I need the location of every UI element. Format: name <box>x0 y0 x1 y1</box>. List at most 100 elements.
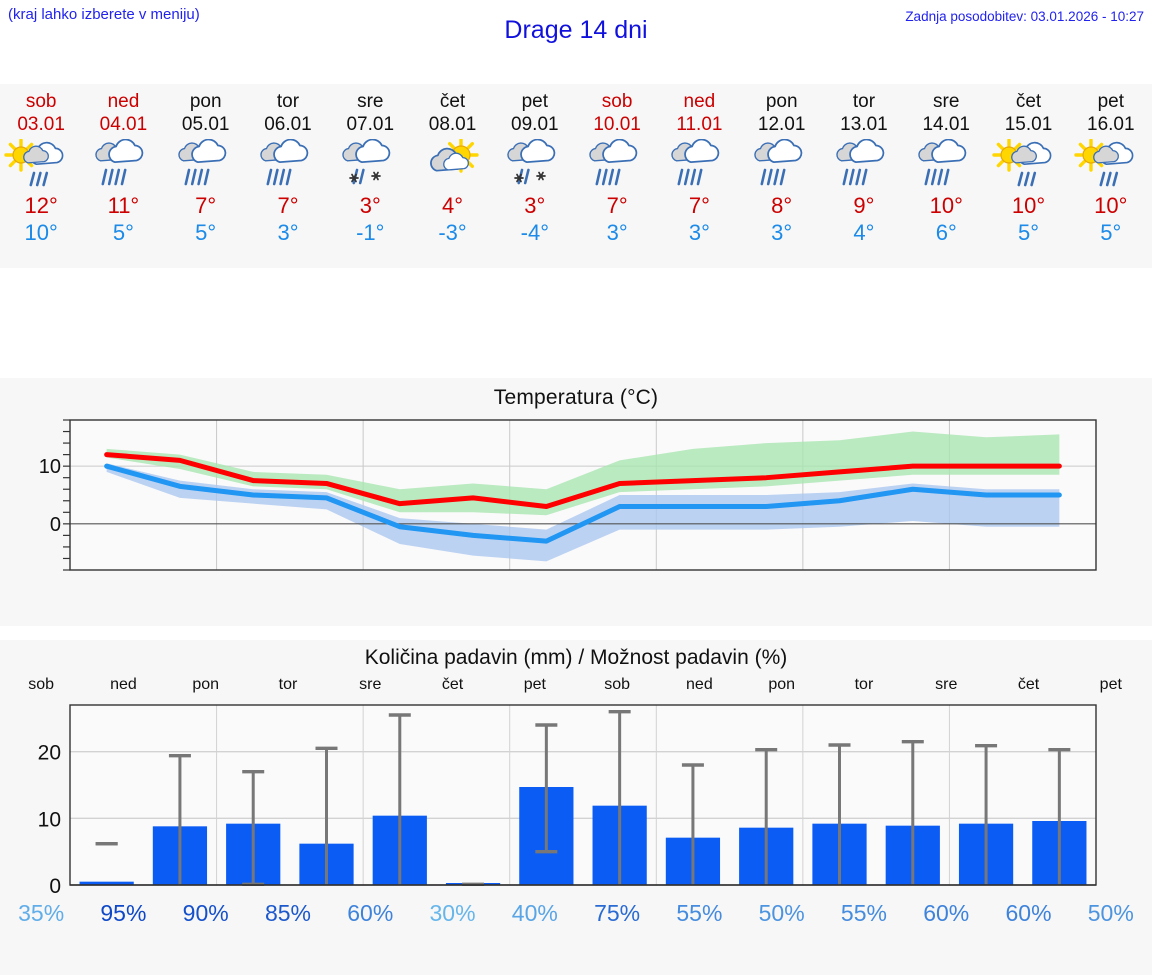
precipitation-day-label: sre <box>935 676 958 693</box>
forecast-day-column[interactable]: tor 06.01 7° 3° <box>247 84 329 268</box>
precipitation-day-label: sob <box>28 676 55 693</box>
forecast-day-weekday: tor <box>852 91 876 112</box>
precipitation-day-label: tor <box>278 676 298 693</box>
precipitation-day-label: pon <box>192 676 220 693</box>
forecast-temp-min: 5° <box>195 220 217 245</box>
forecast-day-weekday: sob <box>25 91 57 112</box>
forecast-day-weekday: sob <box>601 91 633 112</box>
forecast-day-column[interactable]: čet 08.01 4° -3° <box>411 84 493 268</box>
precipitation-day-label: tor <box>854 676 874 693</box>
precipitation-probability-label: 85% <box>264 900 311 926</box>
cloud-rain-icon <box>578 138 656 191</box>
forecast-day-weekday: pet <box>521 91 549 112</box>
forecast-day-date: 11.01 <box>676 114 723 135</box>
forecast-day-weekday: sre <box>933 91 960 112</box>
forecast-day-date: 06.01 <box>264 114 312 135</box>
cloud-rain-snow-icon <box>331 138 409 191</box>
cloud-rain-icon <box>825 138 903 191</box>
forecast-day-date: 15.01 <box>1004 114 1053 135</box>
forecast-day-date: 05.01 <box>181 114 230 135</box>
forecast-day-date: 08.01 <box>428 114 477 135</box>
forecast-day-weekday: pet <box>1097 91 1124 112</box>
menu-hint-text: (kraj lahko izberete v meniju) <box>8 6 200 23</box>
forecast-temp-min: 3° <box>606 220 628 245</box>
precipitation-probability-label: 50% <box>1087 900 1134 926</box>
forecast-day-weekday: ned <box>107 91 140 112</box>
forecast-day-date: 10.01 <box>593 114 641 135</box>
forecast-day-column[interactable]: pet 09.01 3° -4° <box>494 84 576 268</box>
forecast-temp-min: 3° <box>277 220 299 245</box>
forecast-day-date: 04.01 <box>99 114 148 135</box>
forecast-day-date: 16.01 <box>1087 114 1135 135</box>
forecast-day-column[interactable]: pet 16.01 10° 5° <box>1070 84 1152 268</box>
forecast-day-column[interactable]: sre 07.01 3° -1° <box>329 84 411 268</box>
forecast-temp-max: 7° <box>277 193 299 218</box>
sun-cloud-rain-icon <box>990 138 1068 191</box>
forecast-temp-max: 9° <box>853 193 875 218</box>
cloud-rain-icon <box>167 138 245 191</box>
cloud-rain-icon <box>249 138 327 191</box>
precipitation-chart-panel: Količina padavin (mm) / Možnost padavin … <box>0 640 1152 975</box>
forecast-day-column[interactable]: sob 10.01 7° 3° <box>576 84 658 268</box>
precipitation-probability-label: 60% <box>923 900 970 926</box>
precipitation-probability-label: 35% <box>18 900 65 926</box>
forecast-day-column[interactable]: tor 13.01 9° 4° <box>823 84 905 268</box>
forecast-temp-min: -1° <box>356 220 385 245</box>
forecast-temp-max: 4° <box>442 193 464 218</box>
forecast-temp-min: 5° <box>1017 220 1040 245</box>
precipitation-probability-label: 60% <box>1005 900 1052 926</box>
forecast-day-date: 09.01 <box>511 114 559 135</box>
precipitation-probability-label: 55% <box>840 900 887 926</box>
cloud-rain-icon <box>660 138 738 191</box>
forecast-day-weekday: tor <box>276 91 300 112</box>
sun-cloud-icon <box>414 137 492 191</box>
forecast-temp-max: 12° <box>24 193 58 218</box>
forecast-temp-min: -4° <box>520 220 549 245</box>
forecast-day-date: 12.01 <box>757 114 806 135</box>
forecast-day-column[interactable]: sre 14.01 10° 6° <box>905 84 987 268</box>
daily-forecast-strip: sob 03.01 12° 10° ned 04.01 11° 5° pon 05.01 7° 5° t… <box>0 84 1152 268</box>
precipitation-chart-title: Količina padavin (mm) / Možnost padavin … <box>364 646 788 669</box>
precipitation-probability-label: 55% <box>676 900 723 926</box>
forecast-day-date: 07.01 <box>346 114 395 135</box>
forecast-temp-max: 8° <box>771 193 793 218</box>
precipitation-probability-label: 95% <box>100 900 147 926</box>
forecast-day-column[interactable]: pon 05.01 7° 5° <box>165 84 247 268</box>
forecast-temp-min: 10° <box>24 220 58 245</box>
cloud-rain-icon <box>84 138 162 191</box>
forecast-day-weekday: pon <box>189 91 222 112</box>
forecast-day-column[interactable]: sob 03.01 12° 10° <box>0 84 82 268</box>
forecast-day-weekday: sre <box>357 91 384 112</box>
precipitation-day-label: ned <box>110 676 137 693</box>
forecast-temp-max: 10° <box>1011 193 1046 218</box>
precipitation-day-label: pon <box>768 676 796 693</box>
precipitation-day-label: čet <box>441 676 464 693</box>
cloud-rain-icon <box>907 138 985 191</box>
sun-cloud-rain-icon <box>1072 138 1150 191</box>
forecast-temp-max: 7° <box>195 193 217 218</box>
forecast-day-weekday: čet <box>439 91 466 112</box>
temperature-chart-title: Temperatura (°C) <box>493 386 659 409</box>
precipitation-day-label: sre <box>359 676 382 693</box>
forecast-temp-min: 5° <box>112 220 134 245</box>
last-updated-text: Zadnja posodobitev: 03.01.2026 - 10:27 <box>905 9 1144 24</box>
cloud-rain-icon <box>743 138 821 191</box>
forecast-temp-min: 3° <box>688 220 710 245</box>
header-bar: (kraj lahko izberete v meniju) Drage 14 … <box>0 0 1152 58</box>
forecast-temp-min: 4° <box>853 220 875 245</box>
forecast-day-column[interactable]: pon 12.01 8° 3° <box>741 84 823 268</box>
forecast-day-column[interactable]: čet 15.01 10° 5° <box>987 84 1069 268</box>
precipitation-probability-row: 35% 95% 90% 85% 60% 30% 40% 75% 55% 50% 55% 60% 60% 5… <box>0 900 1152 927</box>
precipitation-probability-label: 40% <box>511 900 558 926</box>
precipitation-probability-label: 75% <box>594 900 641 926</box>
forecast-temp-max: 7° <box>606 193 628 218</box>
forecast-temp-max: 10° <box>1094 193 1128 218</box>
precipitation-probability-label: 50% <box>758 900 805 926</box>
forecast-temp-max: 7° <box>688 193 710 218</box>
sun-cloud-rain-icon <box>2 138 80 191</box>
forecast-day-column[interactable]: ned 11.01 7° 3° <box>658 84 740 268</box>
precipitation-probability-label: 90% <box>182 900 229 926</box>
svg-text:0: 0 <box>49 875 61 898</box>
forecast-day-column[interactable]: ned 04.01 11° 5° <box>82 84 164 268</box>
